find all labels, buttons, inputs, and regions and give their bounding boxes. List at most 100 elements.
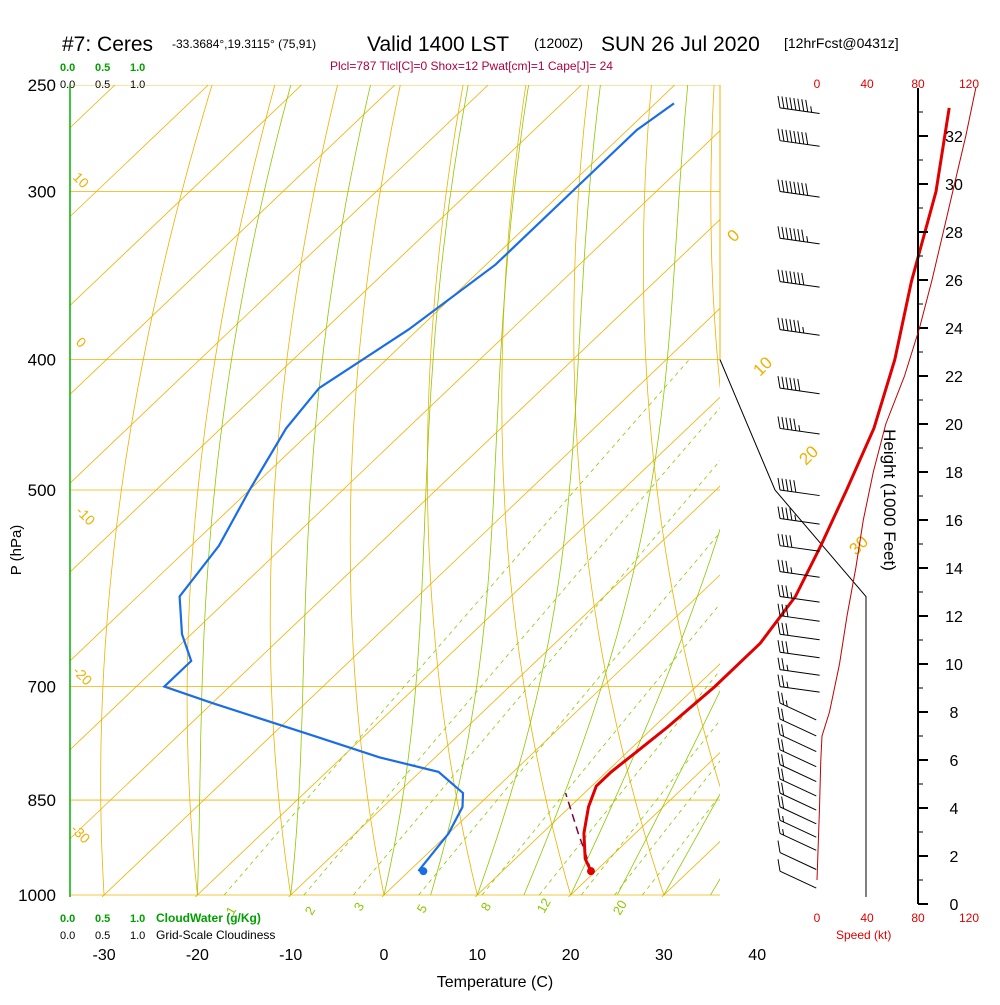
- wind-barb-staff: [780, 719, 816, 736]
- wind-barb-flag: [778, 622, 780, 634]
- surface-dewpoint-dot: [419, 867, 427, 875]
- wind-barb-flag: [778, 534, 780, 546]
- height-tick-label: 24: [945, 321, 963, 338]
- wind-barb-flag: [778, 507, 780, 519]
- wind-barb-flag: [778, 675, 780, 687]
- wind-barb-half: [799, 425, 800, 431]
- wind-barb-flag: [786, 586, 788, 598]
- isotherm-line: [0, 85, 115, 897]
- isotherm-line: [195, 85, 1000, 897]
- dry-adiabat-label: -10: [73, 503, 99, 529]
- wind-barb-flag: [782, 724, 784, 736]
- temperature-tick-label: -30: [93, 947, 116, 964]
- wind-barb-half: [803, 327, 804, 333]
- profile-layer: [164, 103, 949, 875]
- wind-barb-flag: [782, 623, 784, 635]
- dry-adiabat-label: -20: [70, 663, 96, 689]
- mixing-ratio-line: [539, 360, 974, 895]
- wind-barb-half: [787, 682, 788, 688]
- wind-barb-flag: [802, 273, 804, 285]
- surface-temperature-dot: [587, 867, 595, 875]
- wind-barb-flag: [778, 723, 780, 735]
- wind-barb-half: [787, 665, 788, 671]
- title-utc: (1200Z): [534, 35, 583, 51]
- pressure-tick-label: 250: [28, 76, 56, 95]
- wind-barb-staff: [780, 871, 816, 888]
- dewpoint-profile-line: [164, 103, 674, 871]
- indices-text: Plcl=787 Tlcl[C]=0 Shox=12 Pwat[cm]=1 Ca…: [330, 59, 613, 73]
- mixing-ratio-label: 5: [414, 902, 431, 916]
- wind-barb-flag: [782, 377, 784, 389]
- temperature-tick-label: 20: [562, 947, 580, 964]
- wind-barb-flag: [782, 318, 784, 330]
- wind-barb-flag: [798, 229, 800, 241]
- wind-barb-flag: [794, 229, 796, 241]
- wind-barb-flag: [802, 132, 804, 144]
- cloud-tick-bottom-black-1: 0.5: [95, 930, 110, 942]
- wind-barb-flag: [806, 183, 808, 195]
- speed-tick-label-top: 120: [959, 77, 979, 91]
- cloud-tick-bottom-green-0: 0.0: [60, 913, 75, 925]
- wind-barb-flag: [790, 418, 792, 430]
- wind-barb-staff: [780, 490, 820, 496]
- wind-barb-flag: [778, 691, 780, 703]
- dry-adiabat-line: [840, 85, 1000, 895]
- wind-barb-flag: [790, 378, 792, 390]
- cloudwater-label: CloudWater (g/Kg): [156, 911, 261, 925]
- wind-barb-staff: [780, 687, 820, 693]
- temperature-tick-label: 0: [380, 947, 389, 964]
- wind-barb-flag: [786, 181, 788, 193]
- dry-adiabat-line: [965, 85, 1000, 895]
- isotherm-line: [0, 85, 22, 897]
- height-axis-label: Height (1000 Feet): [880, 429, 899, 571]
- wind-barb-staff: [780, 735, 816, 752]
- wind-barb-flag: [786, 97, 788, 109]
- speed-tick-label-bottom: 120: [959, 911, 979, 925]
- wind-barb-flag: [782, 479, 784, 491]
- wind-barb-flag: [778, 604, 780, 616]
- mixing-ratio-line: [353, 360, 806, 895]
- height-tick-label: 4: [950, 801, 959, 818]
- temperature-tick-label: 30: [655, 947, 673, 964]
- wind-barb-flag: [790, 130, 792, 142]
- wind-barb-flag: [794, 131, 796, 143]
- wind-barb-flag: [782, 585, 784, 597]
- wind-barb-flag: [778, 180, 780, 192]
- cloud-tick-bottom-black-0: 0.0: [60, 930, 75, 942]
- wind-barb-staff: [780, 546, 820, 552]
- temperature-tick-label: 10: [468, 947, 486, 964]
- wind-barb-flag: [778, 658, 780, 670]
- wind-barb-flag: [806, 100, 808, 112]
- wind-barb-flag: [778, 129, 780, 141]
- wind-barb-flag: [794, 378, 796, 390]
- wind-barb-flag: [778, 96, 780, 108]
- pressure-axis-label: P (hPa): [8, 525, 25, 576]
- wind-barb-flag: [798, 272, 800, 284]
- wind-barb-flag: [798, 320, 800, 332]
- speed-tick-label-bottom: 40: [860, 911, 874, 925]
- wind-barb-staff: [780, 833, 816, 850]
- wind-barb-flag: [790, 181, 792, 193]
- cloud-tick-bottom-black-2: 1.0: [130, 930, 145, 942]
- wind-barb-flag: [790, 271, 792, 283]
- wind-barb-flag: [782, 641, 784, 653]
- wind-barb-flag: [782, 693, 784, 705]
- height-tick-label: 2: [950, 849, 959, 866]
- mixing-ratio-label: 8: [478, 900, 495, 914]
- dry-adiabat-label: 0: [73, 334, 90, 351]
- cloudiness-label: Grid-Scale Cloudiness: [156, 928, 275, 942]
- cloud-tick-bottom-green-2: 1.0: [130, 913, 145, 925]
- pressure-tick-label: 300: [28, 183, 56, 202]
- wind-barb-flag: [782, 227, 784, 239]
- wind-barb-staff: [780, 616, 820, 622]
- height-tick-label: 16: [945, 513, 963, 530]
- isotherm-label: 30: [845, 532, 872, 559]
- wind-barb-flag: [782, 709, 784, 721]
- wind-barb-staff: [780, 853, 816, 870]
- wind-barb-flag: [794, 320, 796, 332]
- wind-barb-flag: [786, 227, 788, 239]
- mixing-ratio-line: [304, 360, 762, 895]
- wind-barb-flag: [798, 379, 800, 391]
